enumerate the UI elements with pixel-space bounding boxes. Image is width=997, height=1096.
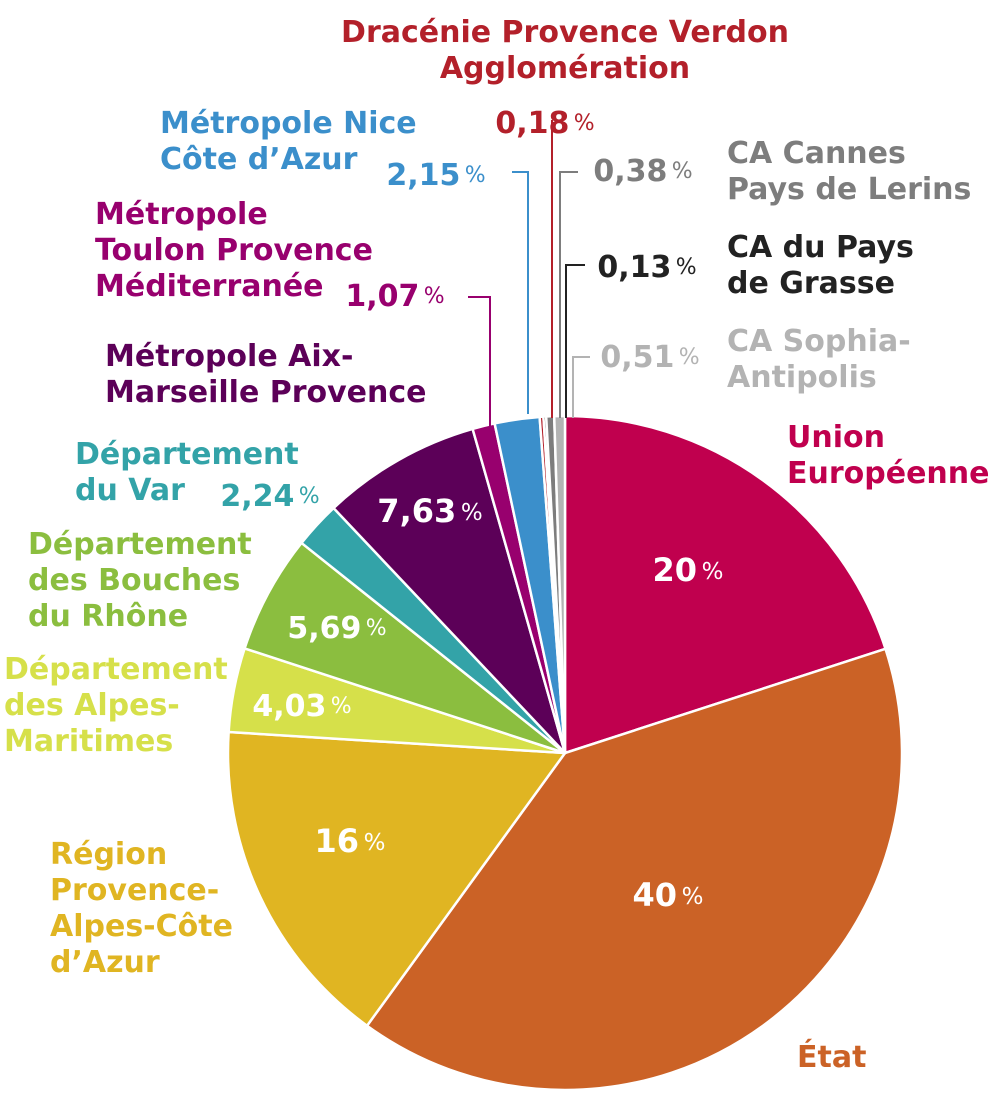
value-label-dep_var: 2,24 % — [220, 479, 319, 514]
value-number: 0,13 — [597, 250, 671, 285]
leader-line-ca_cannes — [559, 171, 578, 418]
category-label-line: Antipolis — [727, 360, 877, 395]
value-number: 0,18 — [495, 106, 569, 141]
category-label-line: Européenne — [787, 456, 990, 491]
value-label-ca_pays_grasse: 0,13 % — [597, 250, 696, 285]
value-number: 1,07 — [345, 279, 419, 314]
value-number: 5,69 — [287, 611, 361, 646]
category-label-line: du Var — [75, 473, 185, 508]
category-label-metropole_toulon: Métropole Toulon Provence Méditerranée — [95, 197, 373, 304]
category-label-line: Provence- — [50, 873, 219, 908]
category-label-line: des Bouches — [28, 563, 240, 598]
percent-suffix: % — [674, 345, 699, 370]
category-label-dep_bouches_du_rhone: Département des Bouches du Rhône — [28, 527, 252, 634]
category-label-line: Union — [787, 420, 885, 455]
category-label-line: CA Sophia- — [727, 324, 911, 359]
category-label-line: d’Azur — [50, 945, 160, 980]
category-label-line: CA du Pays — [727, 230, 914, 265]
value-label-dracenie: 0,18 % — [495, 106, 594, 141]
category-label-dep_var: Département du Var — [75, 437, 299, 508]
value-label-ca_cannes: 0,38 % — [593, 154, 692, 189]
category-label-line: Pays de Lerins — [727, 172, 971, 207]
category-label-line: Maritimes — [4, 724, 173, 759]
category-label-line: Toulon Provence — [95, 233, 373, 268]
value-number: 16 — [315, 822, 360, 860]
value-number: 2,24 — [220, 479, 294, 514]
category-label-metropole_aix_marseille: Métropole Aix-Marseille Provence — [105, 339, 427, 410]
value-label-metropole_nice: 2,15 % — [386, 158, 485, 193]
value-number: 4,03 — [252, 689, 326, 724]
slice-etat — [365, 647, 904, 1092]
category-label-line: du Rhône — [28, 599, 188, 634]
category-label-line: Côte d’Azur — [160, 142, 358, 177]
category-label-line: Département — [4, 652, 228, 687]
percent-suffix: % — [697, 559, 723, 585]
percent-suffix: % — [326, 694, 351, 719]
category-label-line: Dracénie Provence Verdon — [341, 15, 789, 50]
category-label-region_paca: Région Provence-Alpes-Côte d’Azur — [50, 837, 233, 980]
percent-suffix: % — [456, 500, 482, 526]
value-label-region_paca: 16 % — [315, 822, 386, 860]
percent-suffix: % — [460, 163, 485, 188]
category-label-line: Agglomération — [440, 51, 690, 86]
category-label-line: Département — [28, 527, 252, 562]
value-number: 7,63 — [377, 492, 456, 530]
category-label-line: État — [797, 1039, 866, 1075]
category-label-ca_sophia: CA Sophia-Antipolis — [727, 324, 911, 395]
category-label-line: Département — [75, 437, 299, 472]
value-number: 40 — [633, 876, 678, 914]
value-label-dep_alpes_maritimes: 4,03 % — [252, 689, 351, 724]
category-label-line: CA Cannes — [727, 136, 906, 171]
leader-lines — [468, 120, 590, 428]
category-label-dep_alpes_maritimes: Département des Alpes-Maritimes — [4, 652, 228, 759]
value-label-union_europeenne: 20 % — [653, 551, 724, 589]
percent-suffix: % — [361, 616, 386, 641]
leader-line-metropole_toulon — [468, 296, 491, 428]
category-label-ca_cannes: CA Cannes Pays de Lerins — [727, 136, 971, 207]
category-label-line: de Grasse — [727, 266, 895, 301]
category-label-dracenie: Dracénie Provence Verdon Agglomération — [341, 15, 789, 86]
value-label-dep_bouches_du_rhone: 5,69 % — [287, 611, 386, 646]
slice-metropole_aix_marseille — [332, 427, 567, 755]
leader-line-ca_pays_grasse — [565, 264, 585, 418]
category-label-line: Métropole Aix- — [105, 339, 353, 374]
percent-suffix: % — [359, 830, 385, 856]
value-label-etat: 40 % — [633, 876, 704, 914]
category-label-line: Métropole Nice — [160, 106, 417, 141]
value-number: 0,38 — [593, 154, 667, 189]
category-label-union_europeenne: Union Européenne — [787, 420, 990, 491]
pie-slices — [226, 414, 904, 1092]
percent-suffix: % — [294, 484, 319, 509]
category-label-line: des Alpes- — [4, 688, 180, 723]
category-label-line: Méditerranée — [95, 269, 324, 304]
category-labels: Union Européenne État Région Provence-Alpes-… — [4, 15, 990, 1075]
category-label-line: Alpes-Côte — [50, 909, 233, 944]
category-label-metropole_nice: Métropole Nice Côte d’Azur — [160, 106, 417, 177]
percent-suffix: % — [671, 255, 696, 280]
slice-region_paca — [226, 730, 567, 1027]
slice-union_europeenne — [563, 414, 887, 755]
value-number: 20 — [653, 551, 698, 589]
leader-line-metropole_nice — [512, 171, 529, 414]
value-number: 2,15 — [386, 158, 460, 193]
percent-suffix: % — [677, 884, 703, 910]
value-label-metropole_toulon: 1,07 % — [345, 279, 444, 314]
percent-suffix: % — [569, 111, 594, 136]
value-label-ca_sophia: 0,51 % — [600, 340, 699, 375]
value-label-metropole_aix_marseille: 7,63 % — [377, 492, 482, 530]
value-number: 0,51 — [600, 340, 674, 375]
category-label-ca_pays_grasse: CA du Pays de Grasse — [727, 230, 914, 301]
category-label-etat: État — [797, 1039, 866, 1075]
category-label-line: Région — [50, 837, 167, 872]
category-label-line: Métropole — [95, 197, 268, 232]
category-label-line: Marseille Provence — [105, 375, 427, 410]
value-labels: 20 %40 %16 %4,03 %5,69 %2,24 % 7,63 %1,07… — [220, 106, 723, 915]
leader-line-ca_sophia — [572, 356, 590, 418]
percent-suffix: % — [667, 159, 692, 184]
percent-suffix: % — [419, 284, 444, 309]
